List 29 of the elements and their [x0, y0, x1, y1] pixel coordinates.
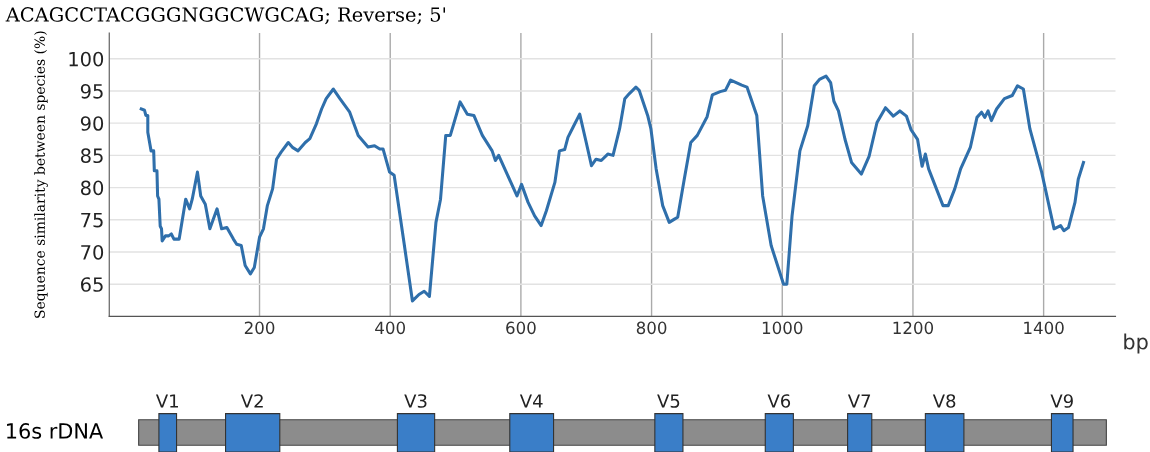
x-tick-label: 400	[375, 321, 406, 335]
x-tick-label: 1400	[1024, 321, 1064, 335]
x-tick-label: 800	[636, 321, 667, 335]
x-tick-label: 600	[506, 321, 536, 335]
category-label: V4	[519, 394, 543, 408]
category-label: V5	[657, 394, 680, 408]
category-label: V2	[240, 394, 263, 408]
x-tick-label: 1000	[762, 321, 803, 335]
category-label: V1	[155, 394, 178, 408]
x-tick-label: 200	[244, 321, 275, 335]
x-tick-label: 1200	[893, 321, 934, 335]
category-label: V3	[404, 394, 427, 408]
text: ACAGCCTACGGGNGGCWGCAG; Reverse; 5'	[5, 7, 446, 25]
category-label: V9	[1050, 394, 1073, 408]
line-series	[139, 74, 1086, 303]
y-tick-label: 65	[81, 277, 103, 292]
y-tick-label: 90	[80, 116, 104, 131]
x-axis-title: bp	[1124, 333, 1148, 354]
y-tick-label: 100	[69, 51, 104, 67]
y-tick-label: 95	[80, 83, 103, 99]
category-label: V6	[767, 394, 791, 408]
category-label: V7	[847, 394, 871, 408]
y-tick-label: 80	[80, 180, 104, 196]
y-tick-label: 85	[80, 148, 103, 164]
text: 16s rDNA	[7, 423, 104, 439]
category-label: V8	[932, 394, 956, 408]
y-tick-label: 70	[81, 244, 104, 260]
y-tick-label: 75	[81, 213, 103, 228]
y-axis-title: Sequence similarity between species (%)	[34, 31, 48, 318]
